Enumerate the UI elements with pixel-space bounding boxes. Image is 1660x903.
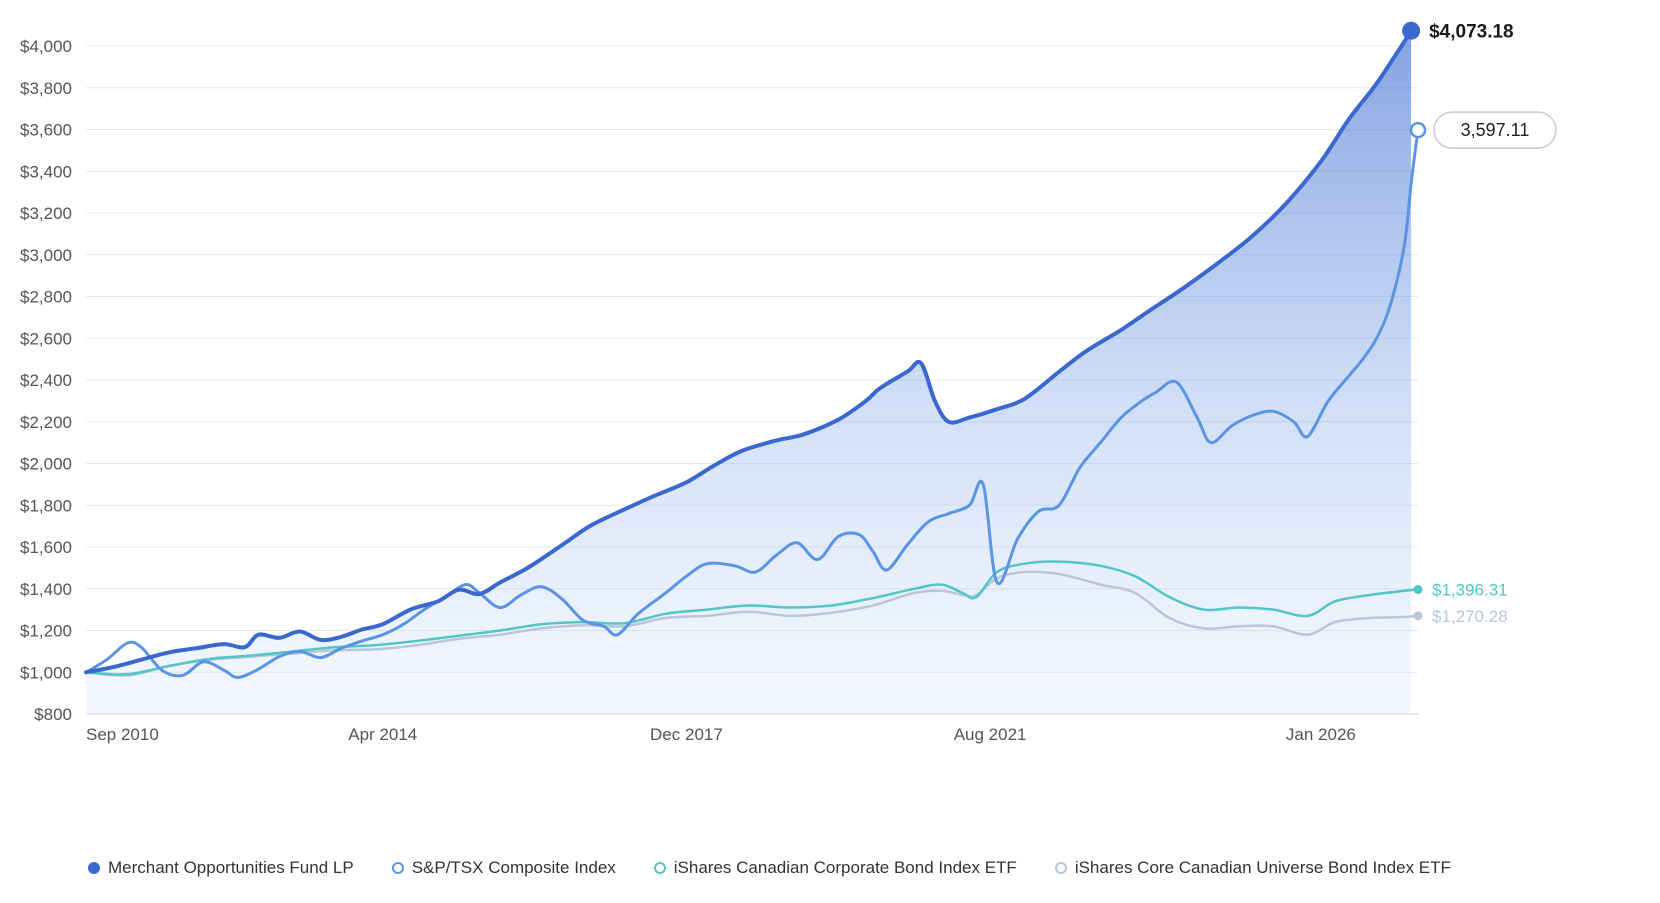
line-tsx[interactable] bbox=[84, 128, 1420, 680]
end-marker-corp-bond[interactable] bbox=[1413, 585, 1423, 595]
end-label-tsx: 3,597.11 bbox=[1461, 120, 1530, 140]
legend-label-universe-bond: iShares Core Canadian Universe Bond Inde… bbox=[1074, 858, 1451, 877]
legend-item-corp-bond[interactable]: iShares Canadian Corporate Bond Index ET… bbox=[653, 858, 1017, 878]
x-tick-label: Dec 2017 bbox=[650, 725, 723, 744]
y-axis-ticks: $800 $1,000 $1,200 $1,400 $1,600 $1,800 $2,000… bbox=[20, 37, 72, 724]
line-fund[interactable] bbox=[84, 28, 1414, 675]
y-tick-label: $2,000 bbox=[20, 455, 72, 474]
y-tick-label: $1,400 bbox=[20, 580, 72, 599]
series-lines bbox=[84, 28, 1420, 680]
x-tick-label: Jan 2026 bbox=[1286, 725, 1356, 744]
legend-label-fund: Merchant Opportunities Fund LP bbox=[108, 858, 354, 877]
y-tick-label: $1,800 bbox=[20, 496, 72, 515]
end-label-fund: $4,073.18 bbox=[1429, 22, 1514, 43]
legend-marker-fund bbox=[88, 862, 100, 874]
legend-marker-corp-bond bbox=[653, 862, 666, 874]
legend-item-universe-bond[interactable]: iShares Core Canadian Universe Bond Inde… bbox=[1054, 858, 1451, 878]
y-tick-label: $3,000 bbox=[20, 246, 72, 265]
x-tick-label: Apr 2014 bbox=[348, 725, 417, 744]
y-tick-label: $3,200 bbox=[20, 204, 72, 223]
end-marker-tsx[interactable] bbox=[1409, 121, 1427, 139]
legend-item-fund[interactable]: Merchant Opportunities Fund LP bbox=[88, 858, 354, 878]
legend: Merchant Opportunities Fund LP S&P/TSX C… bbox=[88, 858, 1489, 878]
y-tick-label: $3,600 bbox=[20, 121, 72, 140]
y-tick-label: $2,200 bbox=[20, 413, 72, 432]
x-axis-ticks: Sep 2010 Apr 2014 Dec 2017 Aug 2021 Jan 2026 bbox=[86, 725, 1356, 744]
x-tick-label: Sep 2010 bbox=[86, 725, 159, 744]
end-label-box-tsx bbox=[1433, 111, 1557, 149]
y-tick-label: $2,800 bbox=[20, 288, 72, 307]
end-marker-universe-bond[interactable] bbox=[1413, 611, 1423, 621]
y-tick-label: $1,200 bbox=[20, 622, 72, 641]
legend-marker-tsx bbox=[391, 862, 404, 874]
y-tick-label: $4,000 bbox=[20, 37, 72, 56]
end-label-universe-bond: $1,270.28 bbox=[1432, 607, 1508, 626]
legend-label-tsx: S&P/TSX Composite Index bbox=[411, 858, 616, 877]
x-tick-label: Aug 2021 bbox=[954, 725, 1027, 744]
y-tick-label: $800 bbox=[34, 705, 72, 724]
end-marker-fund[interactable] bbox=[1402, 21, 1421, 40]
area-fund bbox=[86, 30, 1412, 714]
line-corp-bond[interactable] bbox=[84, 560, 1420, 676]
y-tick-label: $3,400 bbox=[20, 162, 72, 181]
end-labels: $4,073.18 3,597.11 $1,396.31 $1,270.28 bbox=[1429, 22, 1557, 626]
y-tick-label: $3,800 bbox=[20, 79, 72, 98]
legend-marker-universe-bond bbox=[1054, 862, 1067, 874]
legend-item-tsx[interactable]: S&P/TSX Composite Index bbox=[391, 858, 616, 878]
y-tick-label: $1,600 bbox=[20, 538, 72, 557]
end-markers bbox=[1402, 21, 1427, 621]
end-label-corp-bond: $1,396.31 bbox=[1432, 581, 1508, 600]
y-tick-label: $2,400 bbox=[20, 371, 72, 390]
y-tick-label: $1,000 bbox=[20, 663, 72, 682]
y-tick-label: $2,600 bbox=[20, 329, 72, 348]
fund-area bbox=[86, 30, 1412, 714]
legend-label-corp-bond: iShares Canadian Corporate Bond Index ET… bbox=[673, 858, 1017, 877]
